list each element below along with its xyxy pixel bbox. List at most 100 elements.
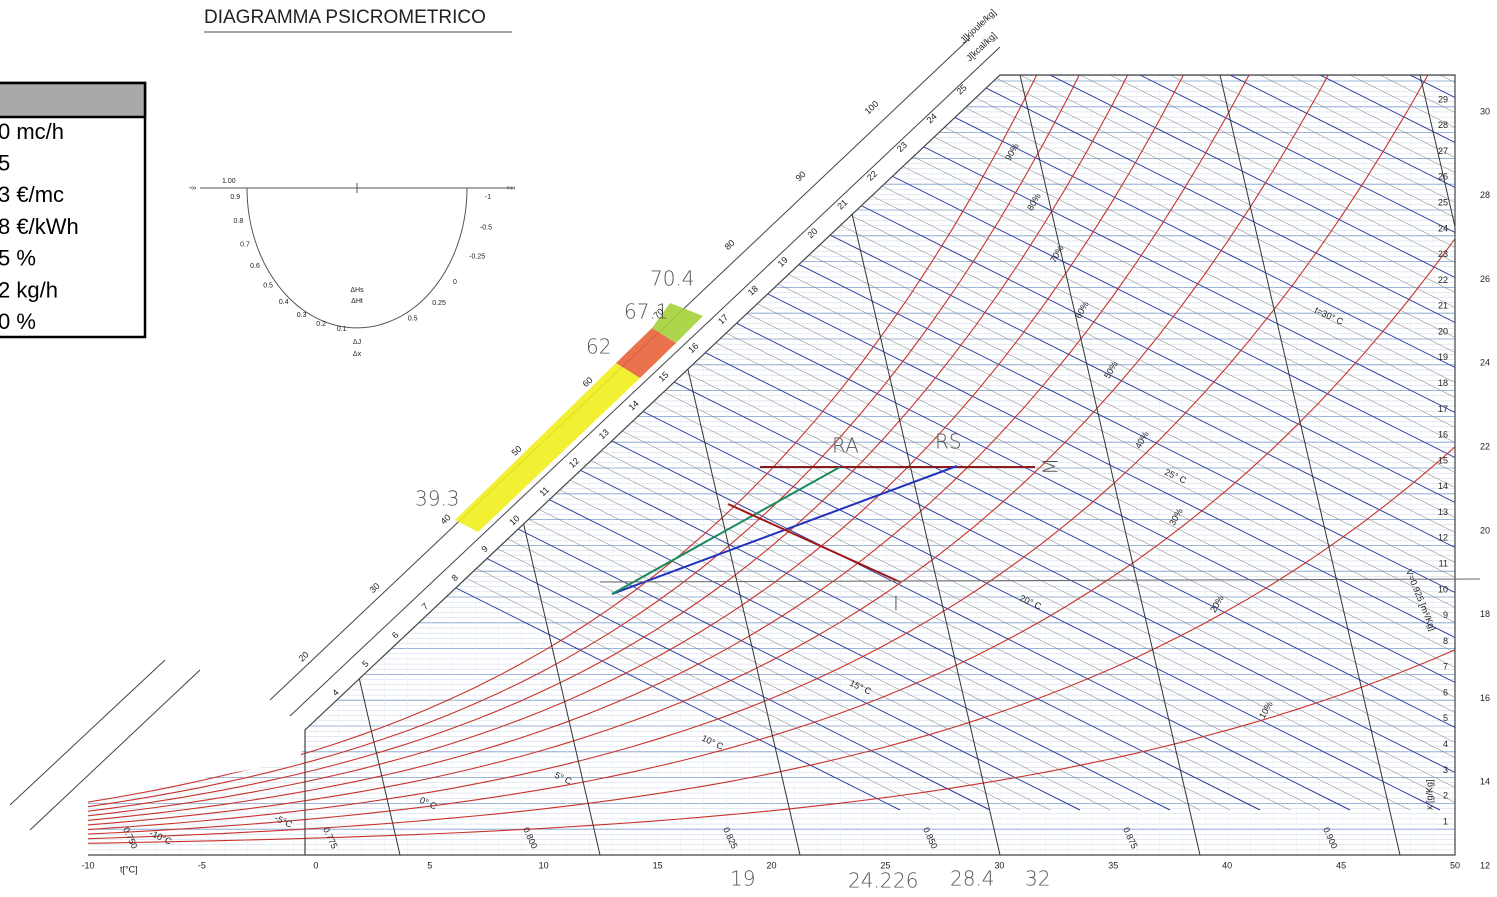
handwritten-note: M xyxy=(1039,458,1063,475)
y-tick-label: 18 xyxy=(1438,378,1448,388)
enthalpy-line xyxy=(899,75,1455,811)
x-tick-label: 5 xyxy=(427,860,432,870)
protractor: -∞ 1.00 +∞ ΔHs ΔHt ΔJ Δx 0.9 0.8 0.7 0.6 0.5… xyxy=(189,178,515,358)
x-tick-label: -10 xyxy=(81,860,94,870)
enthalpy-tick-label: 20 xyxy=(297,649,311,663)
x-tick-label: 40 xyxy=(1222,860,1232,870)
y-tick-label: 5 xyxy=(1443,713,1448,723)
x-tick-label: -5 xyxy=(198,860,206,870)
outer-tick-label: 12 xyxy=(1480,860,1490,870)
panel-row: 5 xyxy=(0,151,10,176)
panel-row: 2 kg/h xyxy=(0,277,58,302)
panel-row: 0 mc/h xyxy=(0,119,64,144)
y-tick-label: 24 xyxy=(1438,223,1448,233)
process-line xyxy=(599,578,1481,583)
y-tick-label: 25 xyxy=(1438,198,1448,208)
y-tick-label: 7 xyxy=(1443,662,1448,672)
axis-label: t[°C] xyxy=(120,864,138,874)
rh-curve xyxy=(88,75,1455,822)
enthalpy-tick-label: 18 xyxy=(746,283,760,297)
rh-curve xyxy=(88,75,1455,818)
y-tick-label: 21 xyxy=(1438,301,1448,311)
y-tick-label: 15 xyxy=(1438,455,1448,465)
y-tick-label: 6 xyxy=(1443,687,1448,697)
enthalpy-line xyxy=(959,75,1455,811)
handwritten-note: 28.4 xyxy=(950,867,995,891)
scale-highlight xyxy=(652,303,703,343)
protractor-label: ΔJ xyxy=(353,339,361,346)
scale-highlight xyxy=(455,363,640,532)
enthalpy-tick-label: 22 xyxy=(865,169,879,183)
y-tick-label: 1 xyxy=(1443,816,1448,826)
panel-row: 8 €/kWh xyxy=(0,214,79,239)
enthalpy-line xyxy=(1049,75,1455,811)
handwritten-note: 19 xyxy=(730,867,755,891)
protractor-label: -1 xyxy=(485,194,491,201)
y-tick-label: 13 xyxy=(1438,507,1448,517)
enthalpy-line xyxy=(1139,75,1455,811)
protractor-label: 0.5 xyxy=(408,316,418,323)
y-tick-label: 3 xyxy=(1443,765,1448,775)
process-line xyxy=(727,503,901,583)
protractor-label: -0.25 xyxy=(469,253,485,260)
outer-tick-label: 24 xyxy=(1480,358,1490,368)
enthalpy-tick-label: 7 xyxy=(420,601,430,612)
outer-tick-label: 18 xyxy=(1480,609,1490,619)
protractor-label: 0 xyxy=(453,279,457,286)
protractor-label: -0.5 xyxy=(480,225,492,232)
rh-curve xyxy=(88,172,1455,837)
scale-highlight xyxy=(616,328,676,378)
y-tick-label: 19 xyxy=(1438,352,1448,362)
outer-tick-label: 30 xyxy=(1480,106,1490,116)
enthalpy-line xyxy=(659,75,1455,811)
x-tick-label: 35 xyxy=(1108,860,1118,870)
y-tick-label: 14 xyxy=(1438,481,1448,491)
enthalpy-tick-label: 40 xyxy=(439,512,453,526)
outer-tick-label: 26 xyxy=(1480,274,1490,284)
enthalpy-tick-label: 9 xyxy=(479,544,489,555)
rh-curve xyxy=(88,75,1455,826)
side-panel-rows: 0 mc/h 5 3 €/mc 8 €/kWh 5 % 2 kg/h 0 % xyxy=(0,119,79,334)
protractor-label: -∞ xyxy=(189,185,196,192)
rh-curve xyxy=(88,403,1455,841)
y-tick-label: 17 xyxy=(1438,404,1448,414)
enthalpy-tick-label: 11 xyxy=(537,485,551,499)
enthalpy-line xyxy=(779,75,1455,811)
enthalpy-tick-label: 100 xyxy=(863,99,881,117)
outer-tick-label: 16 xyxy=(1480,693,1490,703)
y-tick-label: 20 xyxy=(1438,326,1448,336)
protractor-label: 1.00 xyxy=(222,178,236,185)
handwritten-note: RS xyxy=(935,430,962,454)
protractor-arc xyxy=(246,187,468,329)
enthalpy-tick-label: 70 xyxy=(652,306,666,320)
y-tick-label: 12 xyxy=(1438,533,1448,543)
x-tick-label: 25 xyxy=(880,860,890,870)
title: DIAGRAMMA PSICROMETRICO xyxy=(204,7,486,28)
rh-curve xyxy=(88,75,1455,814)
chart-area xyxy=(88,75,1455,855)
protractor-label: 0.7 xyxy=(240,241,250,248)
left-scale xyxy=(29,669,201,831)
y-tick-label: 2 xyxy=(1443,791,1448,801)
y-tick-label: 9 xyxy=(1443,610,1448,620)
enthalpy-line xyxy=(839,75,1455,811)
enthalpy-tick-label: 4 xyxy=(330,687,340,698)
handwritten-note: 24.2 xyxy=(848,869,893,893)
enthalpy-tick-label: 17 xyxy=(716,312,730,326)
protractor-label: 0.8 xyxy=(234,218,244,225)
enthalpy-tick-label: 5 xyxy=(360,658,370,669)
enthalpy-line xyxy=(1109,75,1455,811)
y-tick-label: 29 xyxy=(1438,94,1448,104)
enthalpy-tick-label: 12 xyxy=(567,456,581,470)
handwritten-note: I xyxy=(893,592,899,616)
x-tick-label: 50 xyxy=(1450,860,1460,870)
enthalpy-tick-label: 24 xyxy=(925,111,939,125)
handwritten-note: RA xyxy=(832,434,859,458)
enthalpy-line xyxy=(1169,75,1455,811)
enthalpy-tick-label: 80 xyxy=(723,238,737,252)
rh-curve xyxy=(88,75,1455,833)
y-tick-label: 28 xyxy=(1438,120,1448,130)
process-line xyxy=(611,466,841,595)
enthalpy-line xyxy=(809,75,1455,811)
